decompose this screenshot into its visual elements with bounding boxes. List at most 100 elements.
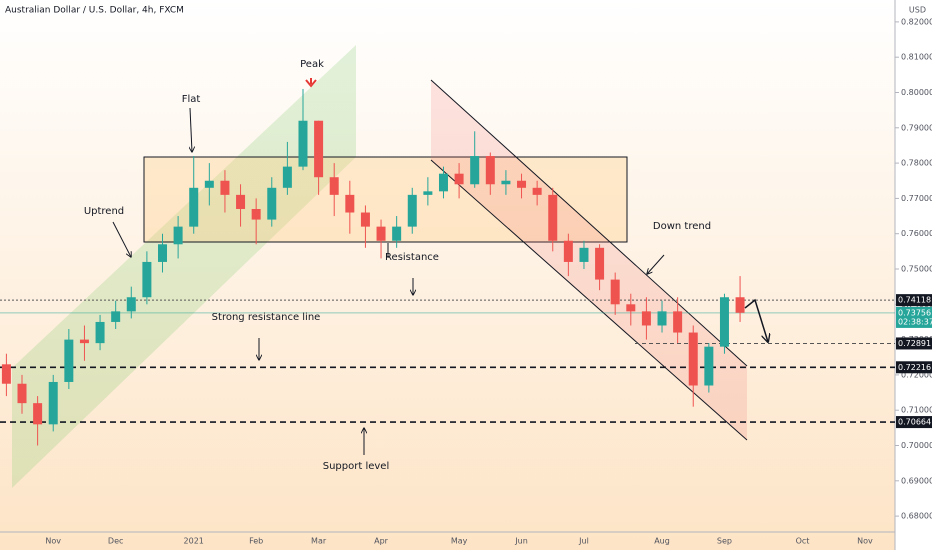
candle-body bbox=[314, 120, 324, 178]
candle-body bbox=[79, 339, 89, 344]
x-tick-label: Sep bbox=[717, 537, 732, 546]
y-tick-label: 0.79000 bbox=[901, 123, 932, 132]
candle-body bbox=[563, 240, 573, 262]
level-label-bg bbox=[896, 337, 932, 350]
candle-body bbox=[392, 226, 402, 241]
candle-body bbox=[626, 304, 636, 312]
candle-body bbox=[501, 180, 511, 185]
candle-body bbox=[298, 120, 308, 167]
candle-body bbox=[548, 194, 558, 241]
candle-body bbox=[189, 187, 199, 227]
level-label-bg bbox=[896, 416, 932, 429]
y-tick-label: 0.75000 bbox=[901, 265, 932, 274]
downtrend-channel bbox=[431, 80, 747, 440]
y-tick-label: 0.71000 bbox=[901, 406, 932, 415]
candle-body bbox=[142, 261, 152, 298]
candle-body bbox=[173, 226, 183, 245]
y-tick-label: 0.80000 bbox=[901, 88, 932, 97]
level-label: 0.72891 bbox=[898, 339, 931, 348]
candle-body bbox=[345, 194, 355, 213]
y-tick-label: 0.78000 bbox=[901, 159, 932, 168]
candle-body bbox=[673, 311, 683, 333]
uptrend-channel bbox=[12, 45, 356, 488]
label-peak: Peak bbox=[300, 59, 324, 70]
candle-body bbox=[454, 173, 464, 185]
label-uptrend: Uptrend bbox=[84, 206, 124, 217]
level-label-bg bbox=[896, 361, 932, 374]
y-tick-label: 0.69000 bbox=[901, 476, 932, 485]
price-axis-bg bbox=[895, 0, 932, 550]
x-tick-label: Apr bbox=[374, 537, 389, 546]
candle-body bbox=[719, 297, 729, 347]
candle-body bbox=[438, 173, 448, 192]
x-tick-label: Aug bbox=[654, 537, 670, 546]
y-tick-label: 0.68000 bbox=[901, 512, 932, 521]
candle-body bbox=[17, 383, 27, 404]
candle-body bbox=[595, 247, 605, 280]
y-tick-label: 0.76000 bbox=[901, 229, 932, 238]
candle-body bbox=[48, 381, 58, 425]
label-strong-resistance: Strong resistance line bbox=[212, 312, 321, 323]
y-tick-label: 0.77000 bbox=[901, 194, 932, 203]
candle-body bbox=[579, 247, 589, 262]
x-tick-label: Nov bbox=[45, 537, 61, 546]
level-label: 0.72216 bbox=[898, 363, 931, 372]
candle-body bbox=[610, 279, 620, 305]
candle-body bbox=[64, 339, 74, 382]
y-tick-label: 0.81000 bbox=[901, 53, 932, 62]
level-label: 0.74118 bbox=[898, 296, 931, 305]
candle-body bbox=[282, 166, 292, 188]
uptrend-arrow bbox=[112, 221, 131, 257]
candle-body bbox=[360, 212, 370, 227]
candle-body bbox=[423, 191, 433, 195]
peak-arrow bbox=[305, 78, 317, 88]
x-tick-label: Jul bbox=[578, 537, 589, 546]
candle-body bbox=[517, 180, 527, 188]
candle-body bbox=[470, 156, 480, 185]
candle-body bbox=[688, 332, 698, 386]
candle-body bbox=[33, 403, 43, 425]
x-tick-label: Dec bbox=[108, 537, 123, 546]
candle-body bbox=[641, 311, 651, 326]
candle-body bbox=[1, 364, 11, 384]
x-tick-label: 2021 bbox=[184, 537, 204, 546]
candle-body bbox=[236, 194, 246, 209]
candle-body bbox=[704, 346, 714, 386]
candle-body bbox=[95, 321, 105, 344]
candle-body bbox=[329, 177, 339, 195]
candle-body bbox=[204, 180, 214, 188]
candle-body bbox=[485, 156, 495, 185]
candle-body bbox=[267, 187, 277, 220]
x-tick-label: Jun bbox=[514, 537, 528, 546]
candle-body bbox=[111, 311, 121, 322]
label-support: Support level bbox=[323, 461, 390, 472]
level-label-bg bbox=[896, 294, 932, 307]
candle-body bbox=[657, 311, 667, 326]
y-tick-label: 0.82000 bbox=[901, 17, 932, 26]
channel-line bbox=[430, 79, 748, 367]
level-label: 0.70664 bbox=[898, 418, 931, 427]
y-tick-label: 0.70000 bbox=[901, 441, 932, 450]
x-tick-label: Feb bbox=[249, 537, 263, 546]
chart-title: Australian Dollar / U.S. Dollar, 4h, FXC… bbox=[5, 6, 184, 16]
candle-body bbox=[735, 297, 745, 313]
last-price-bg bbox=[896, 306, 932, 328]
candle-body bbox=[220, 180, 230, 195]
candle-body bbox=[407, 194, 417, 227]
x-tick-label: Mar bbox=[311, 537, 327, 546]
candle-body bbox=[376, 226, 386, 241]
last-price-label: 0.73756 bbox=[898, 308, 931, 317]
forecast-arrow bbox=[744, 298, 768, 342]
x-tick-label: May bbox=[451, 537, 468, 546]
candle-body bbox=[251, 208, 261, 220]
candle-body bbox=[158, 244, 167, 262]
countdown: 02:38:37 bbox=[898, 317, 932, 326]
currency: USD bbox=[909, 6, 926, 15]
candle-body bbox=[126, 297, 136, 312]
label-resistance: Resistance bbox=[385, 252, 439, 263]
down-trend-arrow bbox=[647, 254, 665, 274]
x-tick-label: Oct bbox=[796, 537, 810, 546]
candle-body bbox=[532, 187, 542, 195]
y-tick-label: 0.72000 bbox=[901, 370, 932, 379]
